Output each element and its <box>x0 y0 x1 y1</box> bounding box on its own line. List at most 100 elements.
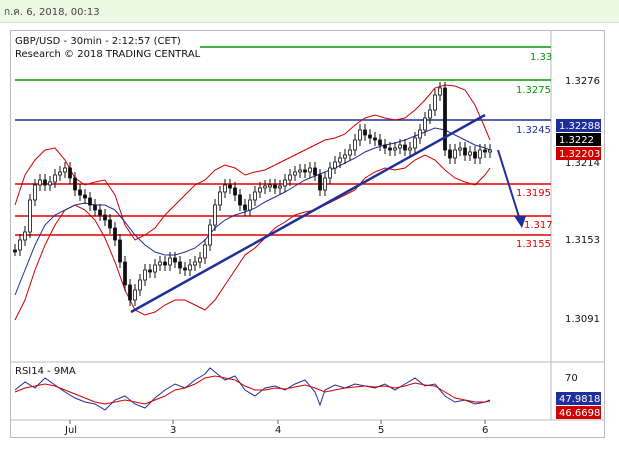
candle-body <box>88 197 92 206</box>
y-tick-2: 1.3214 <box>565 158 600 169</box>
candle-body <box>418 129 422 139</box>
candle-body <box>238 194 242 206</box>
candle-body <box>193 261 197 266</box>
candle-body <box>278 185 282 189</box>
candle-body <box>233 187 237 196</box>
candle-body <box>328 167 332 179</box>
candle-body <box>488 149 492 153</box>
candle-body <box>73 177 77 191</box>
candle-body <box>13 249 17 253</box>
candle-body <box>483 149 487 153</box>
candle-body <box>398 144 402 149</box>
price-candles <box>13 82 492 306</box>
candle-body <box>428 109 432 119</box>
x-tick-3: 4 <box>275 425 281 436</box>
candle-body <box>203 244 207 259</box>
price-tag-1: 1.32288 <box>559 121 600 132</box>
rsi-tag-1: 47.9818 <box>559 394 600 405</box>
level-label-1-3275: 1.3275 <box>516 85 551 96</box>
candle-body <box>248 199 252 211</box>
candle-body <box>228 184 232 189</box>
chart-subtitle: Research © 2018 TRADING CENTRAL <box>15 49 201 60</box>
candle-body <box>458 147 462 151</box>
candle-body <box>138 279 142 291</box>
candle-body <box>268 184 272 188</box>
candle-body <box>68 167 72 179</box>
candle-body <box>53 174 57 183</box>
candle-body <box>218 191 222 206</box>
rsi-tag-1-bg <box>556 392 601 405</box>
candle-body <box>263 185 267 189</box>
candle-body <box>373 137 377 141</box>
candle-body <box>408 147 412 151</box>
candle-body <box>83 194 87 199</box>
level-label-1-3195: 1.3195 <box>516 188 551 199</box>
candle-body <box>118 239 122 263</box>
candle-body <box>143 269 147 281</box>
price-tag-3-bg <box>556 147 601 160</box>
candle-body <box>363 129 367 136</box>
candle-body <box>108 219 112 229</box>
candle-body <box>158 261 162 266</box>
candle-body <box>208 224 212 246</box>
trendline <box>130 113 486 314</box>
candle-body <box>48 181 52 186</box>
candle-body <box>343 154 347 159</box>
candle-body <box>98 209 102 216</box>
rsi-tick-70: 70 <box>565 373 578 384</box>
y-tick-4: 1.3091 <box>565 314 600 325</box>
candle-body <box>433 94 437 111</box>
timestamp: ก.ค. 6, 2018, 00:13 <box>4 7 100 18</box>
level-label-1-3155: 1.3155 <box>516 239 551 250</box>
candle-body <box>28 199 32 233</box>
candle-body <box>198 257 202 263</box>
candle-body <box>273 184 277 189</box>
candle-body <box>113 227 117 241</box>
candle-body <box>38 179 42 186</box>
candle-body <box>478 149 482 159</box>
candle-body <box>473 151 477 159</box>
candle-body <box>318 174 322 191</box>
chart-frame <box>10 30 605 438</box>
x-tick-4: 5 <box>378 425 384 436</box>
candle-body <box>288 174 292 181</box>
candle-body <box>103 214 107 221</box>
candle-body <box>133 289 137 301</box>
level-label-1-317: 1.317 <box>524 220 553 231</box>
candle-body <box>453 149 457 159</box>
candle-body <box>23 231 27 241</box>
candle-body <box>123 261 127 286</box>
candle-body <box>403 144 407 151</box>
price-tag-2-bg <box>556 133 601 146</box>
candle-body <box>223 184 227 193</box>
candle-body <box>393 147 397 151</box>
candle-body <box>213 204 217 226</box>
x-tick-1: Jul <box>64 425 77 436</box>
candle-body <box>348 149 352 156</box>
chart-title: GBP/USD - 30min - 2:12:57 (CET) <box>15 36 181 47</box>
x-tick-5: 6 <box>482 425 488 436</box>
price-tag-2: 1.3222 <box>559 135 594 146</box>
candle-body <box>413 137 417 149</box>
candle-body <box>358 129 362 141</box>
candle-body <box>168 257 172 266</box>
level-label-1-3245: 1.3245 <box>516 125 551 136</box>
bollinger-upper <box>14 84 491 241</box>
candle-body <box>173 257 177 263</box>
rsi-ma <box>14 375 491 405</box>
candle-body <box>323 177 327 191</box>
candle-body <box>443 87 447 151</box>
price-tag-3: 1.32203 <box>559 149 600 160</box>
y-tick-3: 1.3153 <box>565 235 600 246</box>
candle-body <box>423 117 427 131</box>
candle-body <box>368 134 372 139</box>
candle-body <box>128 284 132 301</box>
rsi-line <box>14 367 491 411</box>
candle-body <box>463 147 467 156</box>
candle-body <box>58 171 62 176</box>
candle-body <box>468 151 472 156</box>
price-tag-1-bg <box>556 119 601 132</box>
candle-body <box>333 161 337 169</box>
candle-body <box>283 179 287 187</box>
candle-body <box>353 139 357 151</box>
